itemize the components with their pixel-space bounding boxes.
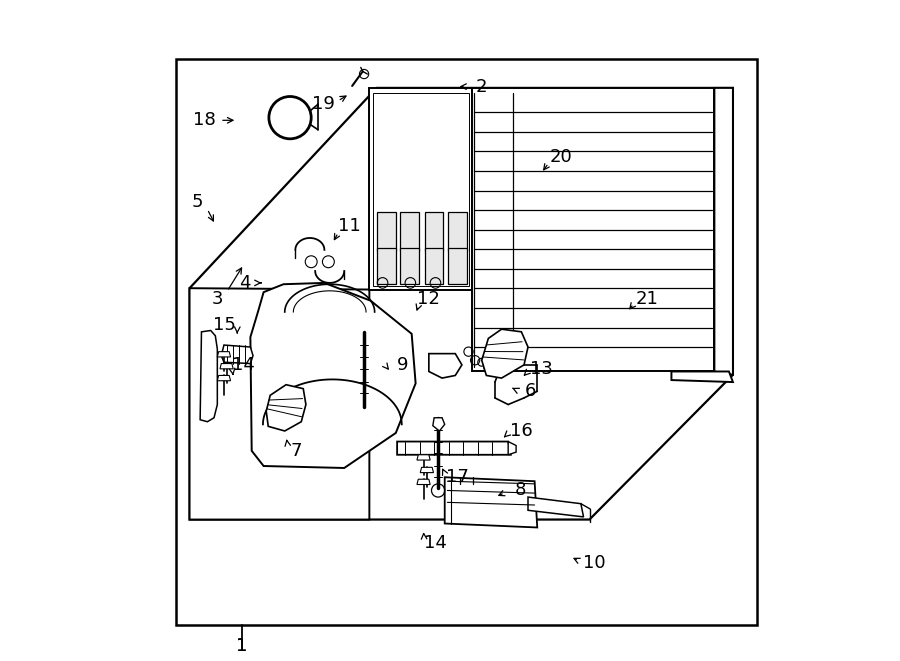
Polygon shape [445,477,537,527]
Text: 17: 17 [446,468,470,486]
Polygon shape [217,375,230,381]
Polygon shape [266,385,306,431]
Polygon shape [715,88,733,375]
Text: 3: 3 [212,290,223,308]
Bar [176,59,758,625]
Polygon shape [448,248,466,284]
Text: 14: 14 [232,356,256,374]
Text: 19: 19 [311,95,335,114]
Text: 16: 16 [510,422,533,440]
Text: 8: 8 [515,481,526,500]
Polygon shape [250,283,416,468]
Polygon shape [200,330,217,422]
Polygon shape [433,418,445,431]
Text: 21: 21 [635,290,659,308]
Polygon shape [221,345,253,364]
Polygon shape [528,497,583,517]
Polygon shape [220,364,233,369]
Text: 7: 7 [291,442,302,460]
Text: 1: 1 [236,637,248,656]
Polygon shape [425,212,444,251]
Text: 18: 18 [193,111,215,130]
Text: 13: 13 [530,360,553,378]
Polygon shape [369,88,472,290]
Text: 11: 11 [338,217,361,235]
Polygon shape [190,288,369,520]
Polygon shape [417,479,430,485]
Polygon shape [400,248,418,284]
Polygon shape [420,467,434,473]
Text: 4: 4 [239,274,251,292]
Text: 6: 6 [525,382,536,401]
Polygon shape [217,352,230,357]
Text: 1: 1 [236,637,248,656]
Text: 15: 15 [212,316,236,334]
Polygon shape [472,88,715,371]
Polygon shape [482,329,528,378]
Polygon shape [400,212,418,251]
Text: 2: 2 [476,77,488,96]
Text: 12: 12 [418,290,440,308]
Text: 20: 20 [550,148,572,167]
Polygon shape [671,371,733,382]
Text: 10: 10 [583,554,606,572]
Text: 5: 5 [192,192,203,211]
Polygon shape [377,248,396,284]
Polygon shape [397,442,511,455]
Polygon shape [377,212,396,251]
Polygon shape [448,212,466,251]
Polygon shape [417,455,430,460]
Text: 14: 14 [424,534,447,553]
Polygon shape [425,248,444,284]
Text: 9: 9 [397,356,409,374]
Polygon shape [428,354,462,378]
Polygon shape [508,442,516,455]
